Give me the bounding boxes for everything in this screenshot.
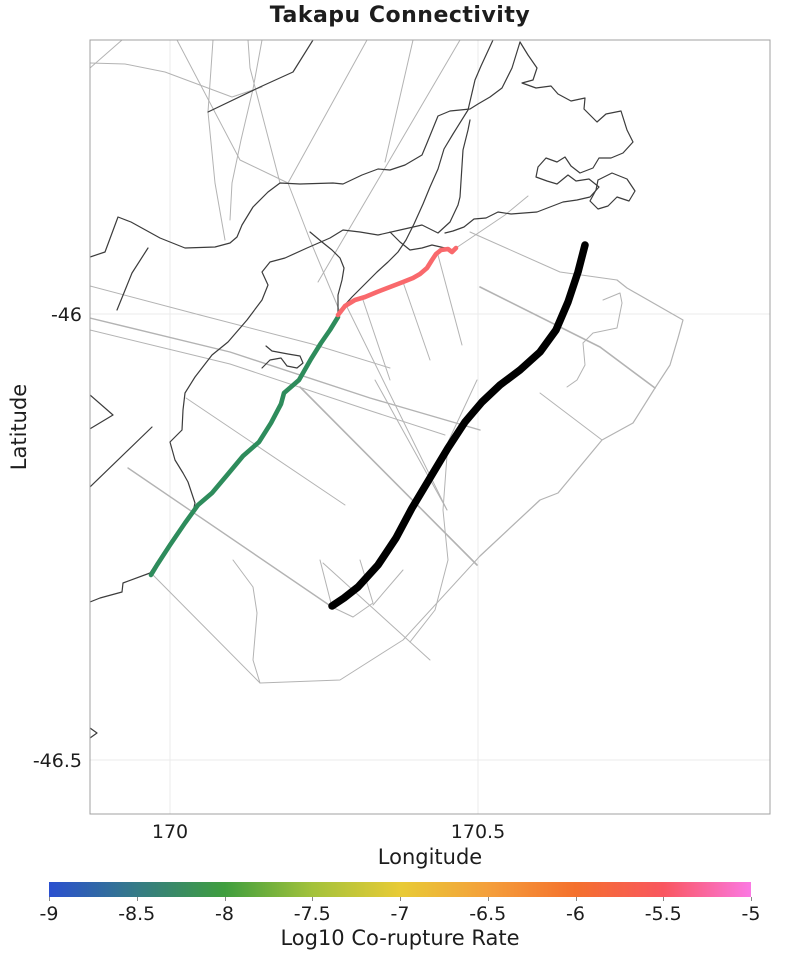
network-fault-line [322, 562, 431, 661]
colorbar-tickmark [487, 897, 489, 901]
coastline-path [90, 727, 98, 739]
network-fault-line [455, 195, 529, 249]
coastline-path [90, 394, 114, 430]
network-fault-line [152, 574, 261, 684]
y-axis-label: Latitude [7, 383, 31, 471]
coastline-path [337, 40, 494, 316]
colorbar-tick-label: -8.5 [118, 903, 156, 925]
colorbar-tick-label: -5 [741, 903, 761, 925]
network-fault-line [229, 40, 263, 221]
coastline-path [261, 345, 304, 369]
colorbar-tickmark [575, 897, 577, 901]
green-fault-trace [148, 314, 341, 578]
coastline-path [90, 41, 521, 258]
network-fault-line [352, 559, 374, 618]
coastline-path [389, 231, 453, 251]
colorbar-tickmark [49, 897, 50, 901]
network-fault-line [409, 509, 449, 643]
network-fault-line [127, 467, 333, 608]
coastline-path [116, 247, 149, 311]
network-fault-line [185, 397, 346, 506]
network-fault-line [437, 254, 463, 346]
colorbar-tickmark [136, 897, 138, 901]
colorbar-tick-label: -7.5 [293, 903, 331, 925]
network-fault-line [402, 281, 431, 361]
colorbar-tickmark [663, 897, 665, 901]
network-fault-line [582, 292, 623, 344]
y-tick-label: -46 [51, 304, 82, 326]
y-tick-label: -46.5 [33, 750, 82, 772]
network-fault-line [361, 296, 391, 381]
x-tick-label: 170 [152, 821, 188, 843]
network-fault-line [539, 392, 603, 441]
red-fault-trace [335, 245, 459, 318]
colorbar-tick-label: -6.5 [469, 903, 507, 925]
network-fault-line [287, 40, 368, 184]
network-fault-line [90, 62, 263, 98]
network-fault-line [372, 569, 404, 606]
colorbar-tick-label: -7 [390, 903, 410, 925]
network-fault-line [479, 286, 656, 389]
network-fault-line [90, 329, 446, 436]
colorbar-tick-label: -9 [39, 903, 59, 925]
colorbar-tickmark [751, 897, 752, 901]
network-fault-line [374, 379, 448, 511]
network-fault-line [319, 559, 354, 618]
network-fault-line [317, 40, 461, 283]
colorbar-tickmark [312, 897, 314, 901]
coastline-path [90, 119, 471, 603]
coastline-path [309, 231, 345, 313]
colorbar-tickmark [400, 897, 401, 901]
colorbar-tickmark [224, 897, 226, 901]
network-fault-line [479, 279, 684, 557]
map-plot-area: -46 -46.5 170 170.5 [33, 39, 771, 843]
x-axis-label: Longitude [377, 845, 483, 869]
colorbar-tick-label: -8 [215, 903, 234, 925]
network-fault-line [287, 182, 341, 313]
black-fault-trace [328, 241, 589, 610]
colorbar-tick-label: -6 [566, 903, 585, 925]
colorbar-gradient-bar [49, 882, 751, 897]
colorbar-label: Log10 Co-rupture Rate [280, 926, 520, 950]
network-fault-line [384, 40, 414, 163]
colorbar-tick-label: -5.5 [644, 903, 682, 925]
network-fault-line [207, 40, 226, 241]
network-fault-line [469, 231, 618, 281]
coastline-path [444, 41, 634, 234]
chart-title: Takapu Connectivity [269, 3, 531, 28]
coastline-path [589, 172, 636, 210]
network-fault-line [176, 40, 289, 184]
network-fault-line [299, 386, 478, 566]
coastline-path [207, 40, 314, 113]
coastline-path [90, 426, 153, 488]
network-fault-line [90, 285, 391, 369]
x-tick-label: 170.5 [451, 821, 505, 843]
plot-border [89, 39, 771, 815]
network-fault-line [247, 40, 281, 184]
network-fault-line [566, 342, 586, 388]
network-fault-line [232, 559, 261, 684]
